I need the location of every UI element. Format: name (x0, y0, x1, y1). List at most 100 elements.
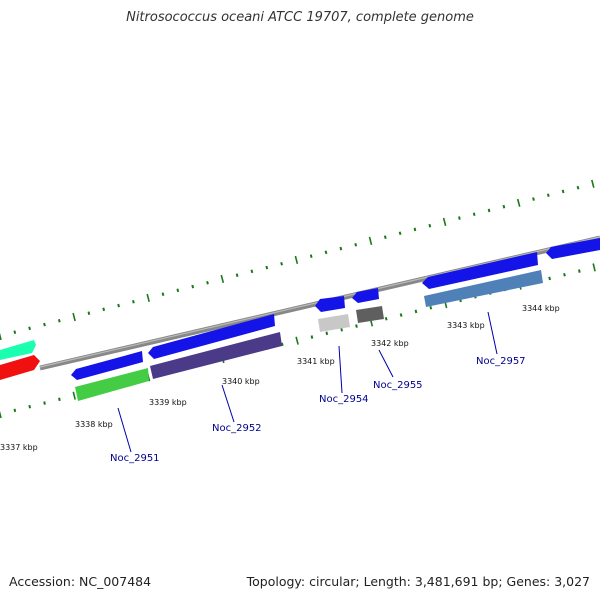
minor-tick (354, 242, 358, 247)
minor-tick (310, 335, 314, 339)
major-tick (591, 179, 595, 188)
gene-teal[interactable] (0, 340, 36, 360)
minor-tick (28, 326, 31, 331)
minor-tick (578, 269, 581, 273)
gene-arrow-forward[interactable] (352, 288, 379, 303)
gene-arrow-forward[interactable] (315, 296, 345, 312)
callout-noc-2954 (338, 345, 343, 394)
major-tick (72, 391, 76, 400)
major-tick (220, 274, 225, 284)
kbp-label: 3341 kbp (297, 357, 335, 366)
major-tick (592, 263, 596, 272)
minor-tick (532, 197, 535, 201)
minor-tick (563, 272, 566, 277)
minor-tick (340, 327, 343, 332)
gene-arrow-forward[interactable] (546, 238, 600, 259)
gene-label-noc-2954[interactable]: Noc_2954 (319, 394, 369, 405)
minor-tick (413, 227, 417, 232)
minor-tick (206, 280, 209, 285)
callout-noc-2951 (117, 407, 132, 453)
minor-tick (250, 269, 254, 274)
kbp-labels: 3337 kbp 3338 kbp 3339 kbp 3340 kbp 3341… (0, 304, 560, 452)
kbp-label: 3338 kbp (75, 420, 113, 429)
minor-tick (324, 250, 328, 255)
outer-tick-track (0, 179, 595, 341)
minor-tick (28, 404, 32, 409)
gene-arrow-forward[interactable] (148, 314, 275, 359)
minor-tick (176, 288, 180, 293)
gene-label-noc-2955[interactable]: Noc_2955 (373, 380, 423, 391)
minor-tick (429, 305, 433, 310)
callout-noc-2957 (487, 311, 498, 355)
gene-light-gray[interactable] (318, 314, 350, 332)
major-tick (146, 293, 150, 303)
major-tick (294, 255, 299, 265)
gene-label-noc-2952[interactable]: Noc_2952 (212, 423, 262, 434)
minor-tick (13, 330, 17, 334)
minor-tick (546, 193, 550, 198)
gene-label-noc-2951[interactable]: Noc_2951 (110, 453, 160, 464)
minor-tick (487, 208, 491, 213)
major-tick (442, 217, 447, 226)
reverse-strand-genes (75, 270, 543, 401)
minor-tick (265, 265, 269, 270)
minor-tick (428, 223, 432, 228)
minor-tick (561, 189, 565, 194)
gene-purple[interactable] (150, 332, 282, 379)
accession-text: Accession: NC_007484 (9, 574, 152, 589)
minor-tick (191, 284, 195, 289)
minor-tick (13, 408, 17, 413)
minor-tick (458, 216, 461, 220)
callout-noc-2952 (221, 384, 235, 423)
forward-strand-genes (0, 238, 600, 380)
minor-tick (398, 231, 402, 236)
minor-tick (384, 316, 388, 321)
gene-steel-blue[interactable] (424, 270, 543, 307)
minor-tick (309, 254, 313, 258)
minor-tick (548, 276, 551, 281)
callout-noc-2955 (378, 349, 394, 378)
major-tick (0, 410, 2, 419)
minor-tick (576, 185, 580, 190)
major-tick (0, 332, 2, 341)
minor-tick (414, 309, 418, 314)
major-tick (72, 312, 76, 322)
minor-tick (117, 303, 120, 308)
gene-labels: Noc_2951 Noc_2952 Noc_2954 Noc_2955 Noc_… (110, 356, 526, 464)
gene-callout-lines (117, 311, 498, 453)
minor-tick (325, 331, 329, 336)
minor-tick (383, 235, 387, 239)
minor-tick (161, 292, 165, 296)
minor-tick (132, 299, 135, 304)
map-title: Nitrosococcus oceani ATCC 19707, complet… (126, 10, 474, 25)
minor-tick (235, 273, 239, 277)
topology-text: Topology: circular; Length: 3,481,691 bp… (246, 574, 590, 589)
minor-tick (43, 401, 46, 405)
major-tick (368, 236, 373, 245)
gene-label-noc-2957[interactable]: Noc_2957 (476, 356, 526, 367)
kbp-label: 3339 kbp (149, 398, 187, 407)
kbp-label: 3343 kbp (447, 321, 485, 330)
minor-tick (399, 313, 403, 317)
gene-arrow-forward[interactable] (422, 252, 538, 289)
minor-tick (43, 322, 46, 327)
minor-tick (58, 397, 61, 402)
minor-tick (472, 212, 476, 217)
major-tick (295, 336, 299, 345)
minor-tick (57, 318, 61, 323)
kbp-label: 3337 kbp (0, 443, 38, 452)
kbp-label: 3340 kbp (222, 377, 260, 386)
gene-green[interactable] (75, 368, 149, 401)
kbp-label: 3344 kbp (522, 304, 560, 313)
minor-tick (102, 307, 106, 312)
gene-dark-gray[interactable] (356, 306, 384, 323)
gene-arrow-forward[interactable] (71, 351, 143, 380)
gene-red[interactable] (0, 355, 40, 380)
minor-tick (280, 342, 284, 347)
minor-tick (339, 246, 343, 251)
major-tick (516, 198, 521, 207)
minor-tick (502, 204, 506, 209)
minor-tick (280, 261, 283, 266)
